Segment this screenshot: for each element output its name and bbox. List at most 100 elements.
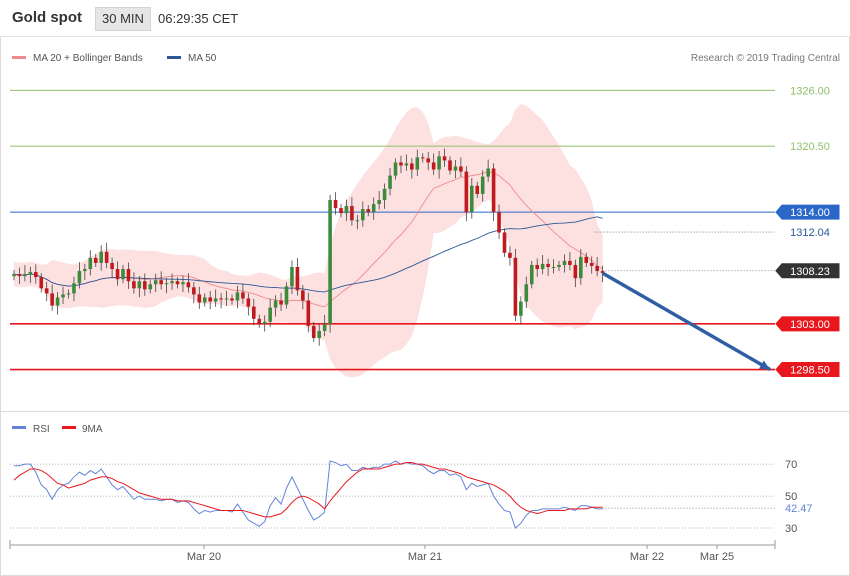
candle	[72, 276, 76, 302]
candle	[426, 151, 430, 171]
candle	[230, 294, 234, 305]
x-tick-label: Mar 20	[187, 551, 221, 563]
price-levels	[10, 89, 775, 371]
candle	[540, 255, 545, 275]
candle	[12, 270, 16, 281]
candle	[437, 151, 441, 179]
candle	[322, 314, 327, 337]
ma50-legend-label: MA 50	[188, 53, 217, 64]
candle	[486, 159, 490, 182]
candle	[279, 292, 283, 312]
candle	[339, 204, 343, 218]
candle	[328, 194, 332, 333]
candle	[159, 271, 163, 290]
x-tick-label: Mar 22	[630, 551, 664, 563]
candle	[459, 157, 463, 177]
candle	[295, 258, 300, 296]
candle	[83, 263, 87, 280]
candle	[208, 290, 212, 310]
candle	[529, 260, 534, 289]
svg-text:1320.50: 1320.50	[790, 141, 830, 153]
candle	[388, 167, 392, 196]
candle	[546, 258, 550, 276]
candle	[273, 295, 278, 317]
candle	[224, 290, 229, 306]
rsi-ma-line	[13, 462, 603, 518]
candle	[519, 296, 523, 325]
price-tag-1303.00[interactable]: 1303.00	[775, 316, 840, 332]
rsi-legend-label: RSI	[33, 424, 50, 435]
candle	[99, 245, 103, 271]
candle	[175, 277, 180, 289]
candle	[393, 158, 398, 180]
candle	[290, 260, 294, 295]
chart-header: Gold spot 30 MIN 06:29:35 CET	[0, 0, 850, 37]
candle	[186, 273, 191, 293]
candle	[213, 289, 218, 307]
candle	[382, 183, 387, 209]
candle	[306, 292, 311, 333]
candle	[148, 280, 153, 294]
candle	[23, 265, 27, 282]
candle	[235, 285, 240, 309]
price-tag-1326.00[interactable]: 1326.00	[775, 82, 840, 98]
candle	[377, 191, 381, 210]
candle	[110, 257, 114, 278]
candle	[475, 181, 480, 198]
candle	[573, 259, 578, 288]
instrument-title: Gold spot	[12, 9, 82, 26]
svg-text:1312.04: 1312.04	[790, 227, 830, 239]
candle	[34, 264, 38, 284]
ma20-legend-label: MA 20 + Bollinger Bands	[33, 53, 143, 64]
price-tag-1298.50[interactable]: 1298.50	[775, 362, 840, 378]
candle	[28, 266, 33, 284]
candle	[93, 253, 98, 267]
ma50-legend-swatch	[167, 56, 181, 59]
svg-text:1326.00: 1326.00	[790, 85, 830, 97]
ma20-legend-swatch	[12, 56, 26, 59]
candle	[88, 250, 93, 276]
candle	[192, 282, 196, 304]
svg-text:1298.50: 1298.50	[790, 365, 830, 377]
candle	[181, 275, 185, 292]
candle	[317, 324, 321, 346]
candle	[61, 286, 65, 304]
candle	[464, 166, 469, 222]
x-tick-label: Mar 25	[700, 551, 734, 563]
candle	[252, 298, 256, 326]
candle	[17, 267, 22, 284]
forecast-arrow-shaft	[601, 271, 771, 372]
candle	[557, 260, 561, 272]
candle	[55, 292, 60, 315]
candle	[115, 261, 120, 286]
candle	[470, 178, 474, 219]
candle	[257, 314, 262, 328]
price-tag-1308.23[interactable]: 1308.23	[775, 263, 840, 279]
candle	[164, 277, 169, 294]
candle	[268, 298, 272, 328]
price-tag-1314.00[interactable]: 1314.00	[775, 204, 840, 220]
price-tag-1320.50[interactable]: 1320.50	[775, 138, 840, 154]
candle	[44, 281, 49, 302]
candle	[513, 248, 518, 322]
rsi-current-value: 42.47	[785, 503, 813, 515]
forecast-arrow-head	[759, 360, 770, 370]
candle	[568, 251, 572, 271]
svg-text:1308.23: 1308.23	[790, 266, 830, 278]
candle	[50, 284, 54, 311]
candle	[366, 205, 371, 217]
candle	[219, 293, 223, 309]
candle	[508, 246, 512, 266]
price-tags[interactable]: 1326.00 1320.50 1314.00 1303.00 1298.50 1312.…	[594, 82, 840, 378]
candle	[333, 192, 338, 215]
price-tag-1312.04[interactable]: 1312.04	[775, 224, 840, 240]
rsi-ma-legend-label: 9MA	[82, 424, 103, 435]
candle	[311, 321, 316, 343]
candle	[584, 252, 589, 267]
svg-text:1314.00: 1314.00	[790, 207, 830, 219]
candle	[246, 293, 251, 316]
candle	[371, 197, 376, 220]
candle	[197, 286, 202, 310]
candle	[355, 215, 360, 230]
interval-selector[interactable]: 30 MIN	[95, 7, 151, 31]
